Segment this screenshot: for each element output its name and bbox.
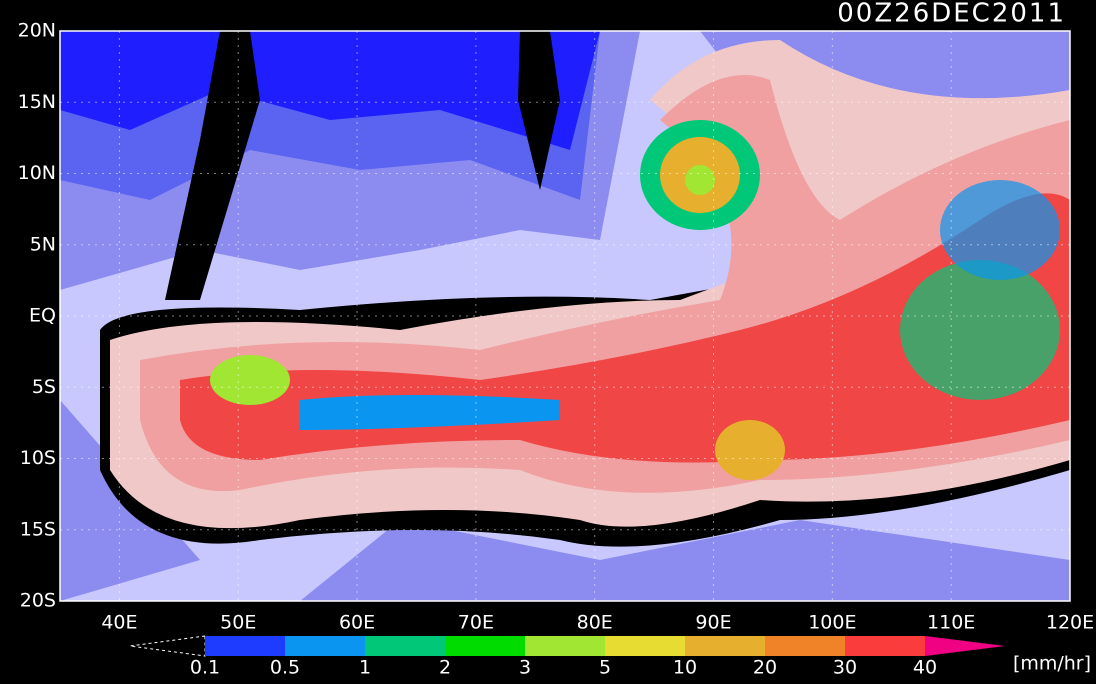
colorbar-label: 40 [913, 657, 937, 679]
lat-label: 20N [18, 20, 56, 42]
lon-label: 110E [927, 612, 975, 634]
lat-label: 10N [18, 162, 56, 184]
colorbar-segment [205, 636, 285, 656]
lat-label: 5N [30, 233, 56, 255]
colorbar-segment [525, 636, 605, 656]
map-title: 00Z26DEC2011 [837, 0, 1066, 29]
lat-label: 15S [20, 518, 56, 540]
lat-label: 15N [18, 91, 56, 113]
lon-label: 90E [695, 612, 731, 634]
colorbar-label: 5 [599, 657, 611, 679]
colorbar-label: 20 [753, 657, 777, 679]
lat-label: 20S [20, 590, 56, 612]
lon-label: 120E [1046, 612, 1094, 634]
lon-label: 50E [220, 612, 256, 634]
colorbar-label: 10 [673, 657, 697, 679]
lon-label: 70E [458, 612, 494, 634]
lat-label: EQ [29, 305, 56, 327]
colorbar-label: 0.1 [190, 657, 220, 679]
colorbar-unit: [mm/hr] [1013, 653, 1091, 675]
colorbar-segment [605, 636, 685, 656]
colorbar-label: 30 [833, 657, 857, 679]
colorbar-low-arrow [129, 635, 206, 657]
colorbar-segment [445, 636, 525, 656]
colorbar-high-arrow [925, 636, 1005, 656]
lat-label: 5S [32, 376, 56, 398]
lon-label: 40E [101, 612, 137, 634]
colorbar-label: 2 [439, 657, 451, 679]
precip-field [60, 31, 1070, 601]
lat-label: 10S [20, 447, 56, 469]
colorbar-segment [765, 636, 845, 656]
colorbar-segment [365, 636, 445, 656]
colorbar-label: 1 [359, 657, 371, 679]
colorbar-segment [845, 636, 925, 656]
lon-label: 60E [339, 612, 375, 634]
lon-label: 80E [577, 612, 613, 634]
lon-label: 100E [808, 612, 856, 634]
colorbar-label: 0.5 [270, 657, 300, 679]
colorbar-segment [285, 636, 365, 656]
colorbar-label: 3 [519, 657, 531, 679]
colorbar-segment [685, 636, 765, 656]
